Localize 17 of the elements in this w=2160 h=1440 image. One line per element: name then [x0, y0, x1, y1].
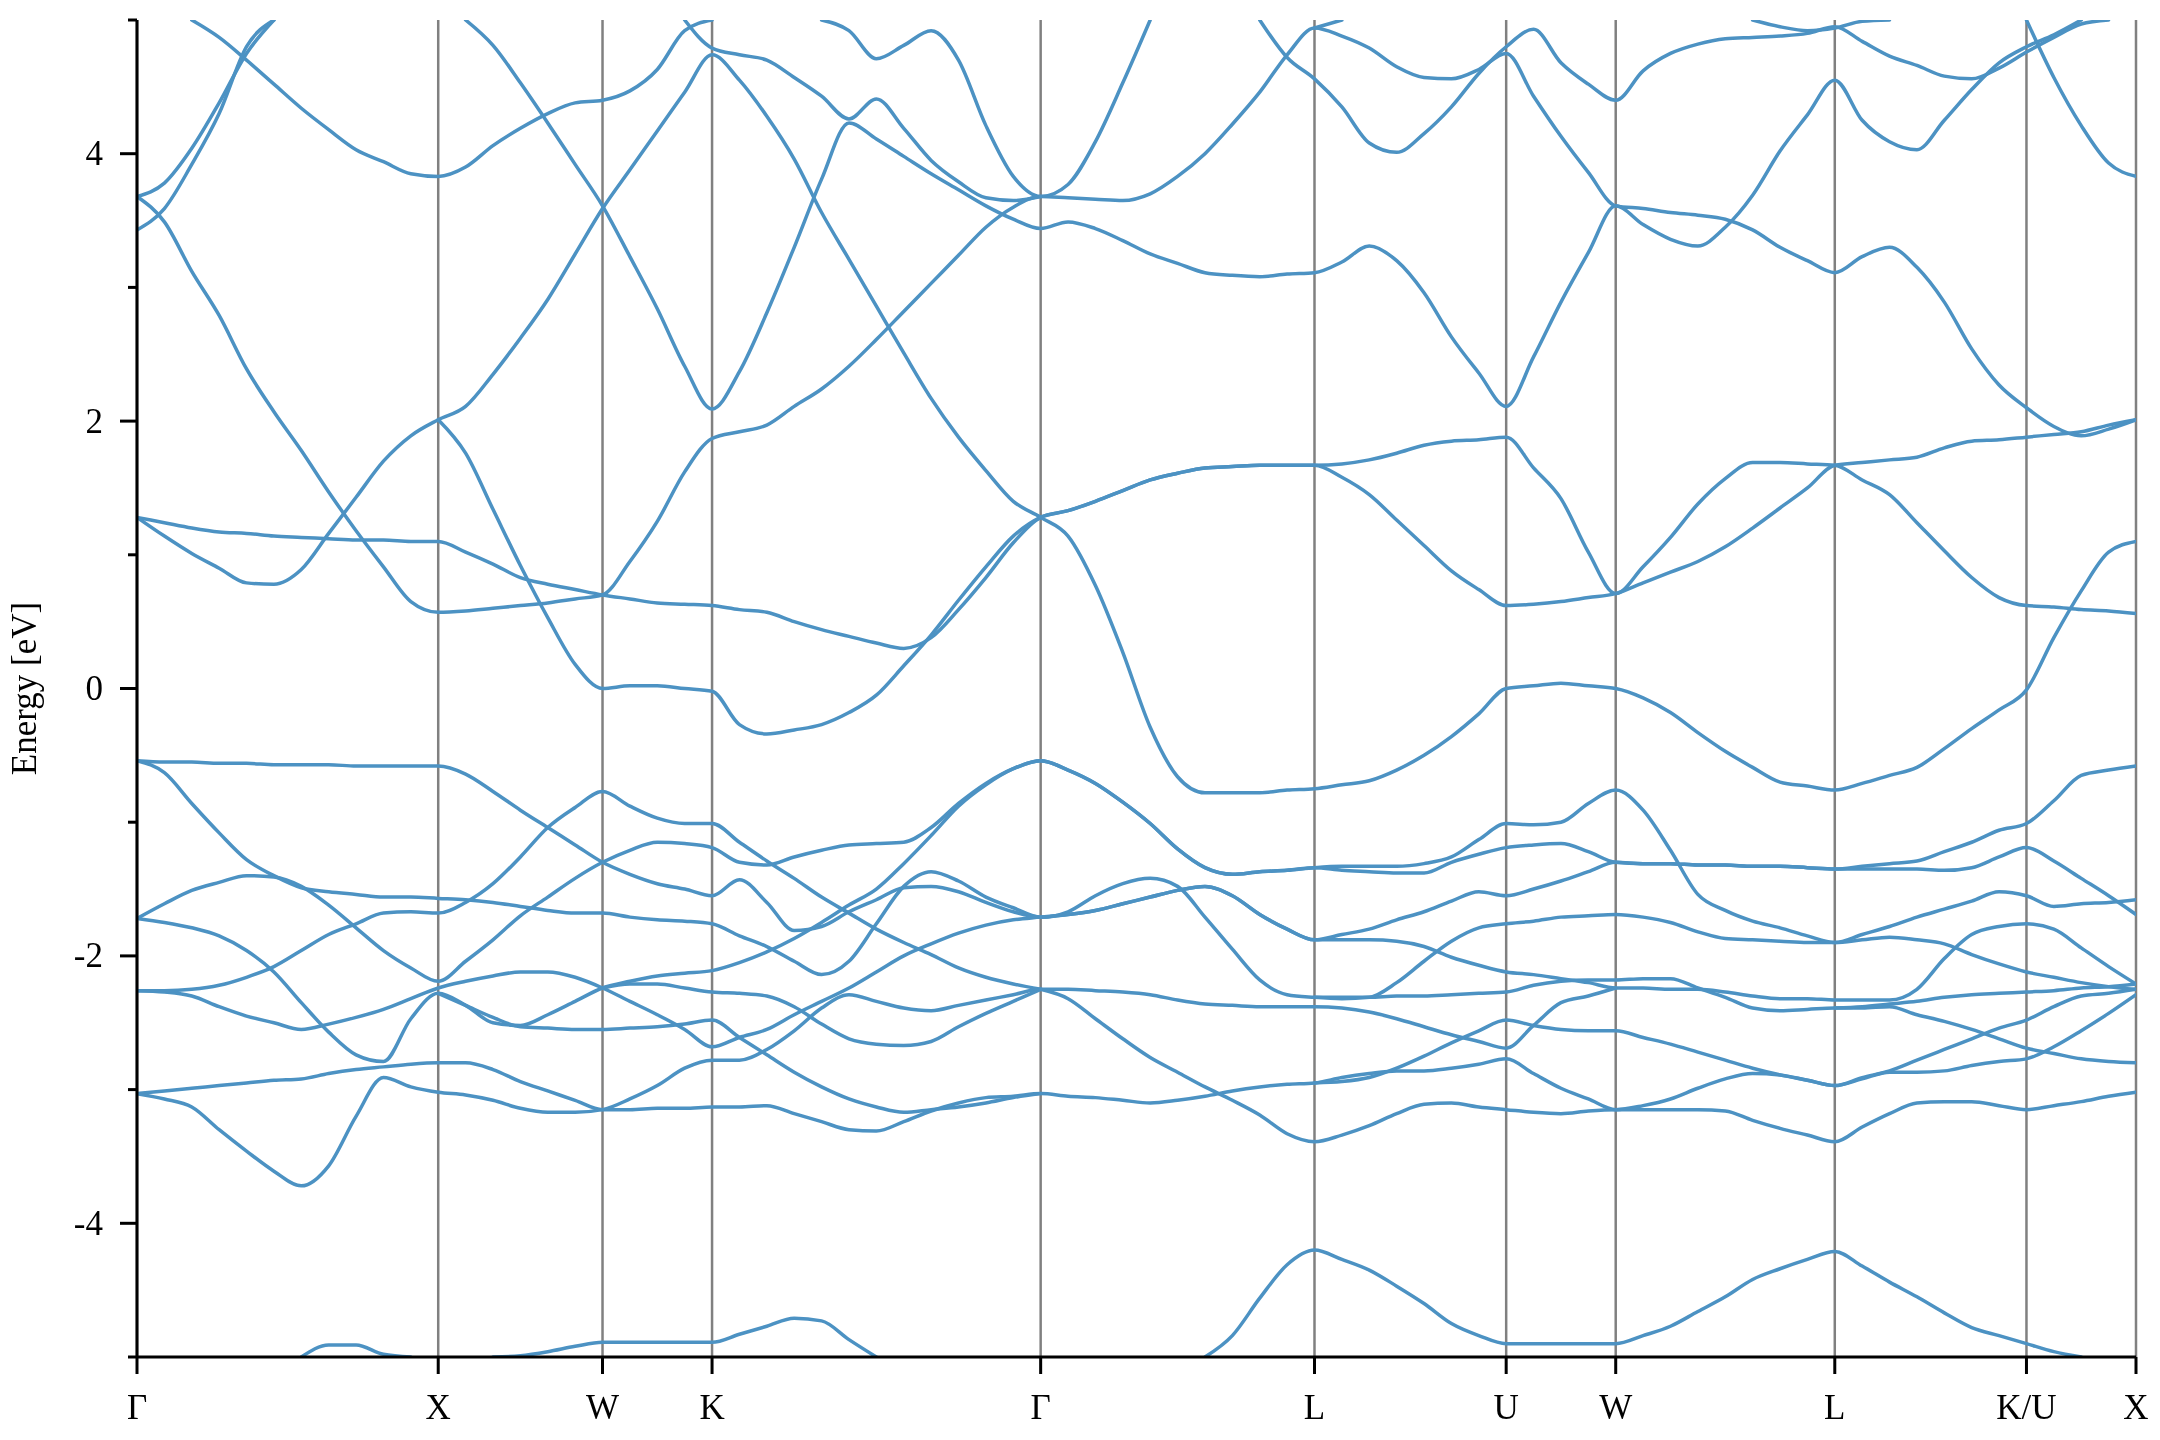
- x-tick-label: L: [1824, 1388, 1846, 1427]
- y-tick-label: -4: [73, 1203, 103, 1243]
- x-tick-label: K/U: [1996, 1388, 2057, 1427]
- y-tick-label: -2: [73, 936, 103, 976]
- y-tick-label: 2: [85, 401, 103, 441]
- x-tick-label: W: [1599, 1388, 1633, 1427]
- x-tick-label: Γ: [126, 1388, 148, 1427]
- x-tick-label: U: [1493, 1388, 1519, 1427]
- x-tick-label: W: [586, 1388, 620, 1427]
- y-axis-title: Energy [eV]: [4, 601, 44, 776]
- x-tick-label: K: [699, 1388, 725, 1427]
- x-tick-label: Γ: [1030, 1388, 1051, 1427]
- y-tick-label: 0: [85, 669, 103, 708]
- y-tick-label: 4: [85, 134, 103, 174]
- x-tick-label: X: [425, 1388, 451, 1427]
- x-tick-label: X: [2123, 1388, 2149, 1427]
- x-tick-label: L: [1303, 1388, 1326, 1427]
